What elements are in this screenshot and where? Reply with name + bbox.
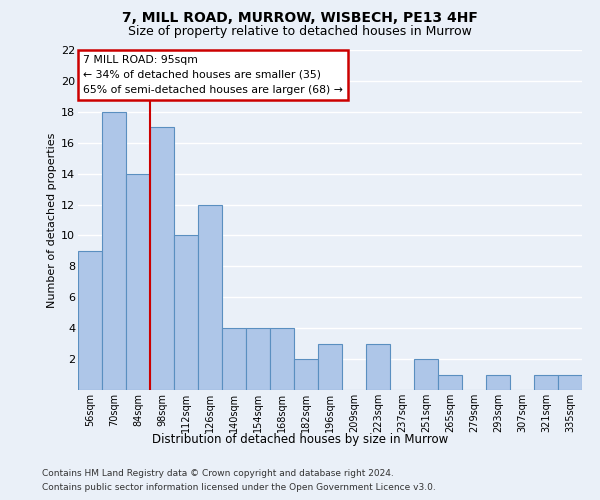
Bar [126,174,150,390]
Bar [102,112,126,390]
Bar [558,374,582,390]
Text: Contains HM Land Registry data © Crown copyright and database right 2024.: Contains HM Land Registry data © Crown c… [42,469,394,478]
Text: Distribution of detached houses by size in Murrow: Distribution of detached houses by size … [152,432,448,446]
Bar [246,328,270,390]
Text: Contains public sector information licensed under the Open Government Licence v3: Contains public sector information licen… [42,484,436,492]
Bar [414,359,438,390]
Bar [174,236,198,390]
Bar [438,374,462,390]
Text: Size of property relative to detached houses in Murrow: Size of property relative to detached ho… [128,25,472,38]
Bar [366,344,390,390]
Bar [294,359,318,390]
Bar [534,374,558,390]
Bar [198,204,222,390]
Bar [486,374,510,390]
Y-axis label: Number of detached properties: Number of detached properties [47,132,57,308]
Bar [318,344,342,390]
Bar [150,128,174,390]
Text: 7 MILL ROAD: 95sqm
← 34% of detached houses are smaller (35)
65% of semi-detache: 7 MILL ROAD: 95sqm ← 34% of detached hou… [83,55,343,94]
Bar [270,328,294,390]
Bar [222,328,246,390]
Text: 7, MILL ROAD, MURROW, WISBECH, PE13 4HF: 7, MILL ROAD, MURROW, WISBECH, PE13 4HF [122,11,478,25]
Bar [78,251,102,390]
